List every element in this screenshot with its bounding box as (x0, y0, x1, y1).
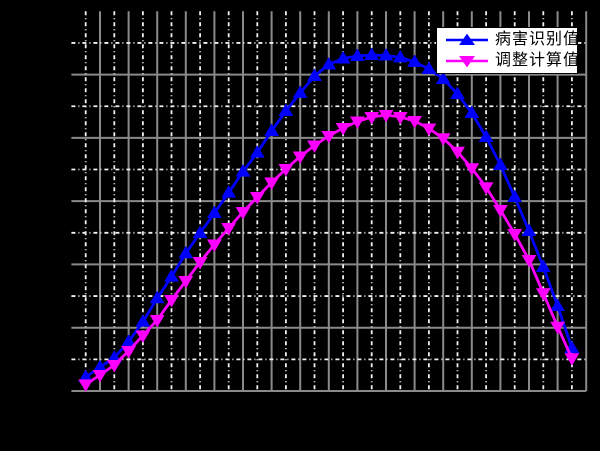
legend-label: 病害识别值 (495, 31, 581, 48)
triangle-down-icon (446, 56, 488, 68)
legend-entry-0: 病害识别值 (445, 30, 579, 50)
legend-label: 调整计算值 (495, 52, 581, 69)
series-markers-0 (78, 47, 580, 383)
legend-box: 病害识别值 调整计算值 (436, 27, 579, 74)
series-markers-1 (78, 109, 580, 392)
triangle-up-icon (446, 33, 488, 45)
legend-entry-1: 调整计算值 (445, 51, 579, 71)
